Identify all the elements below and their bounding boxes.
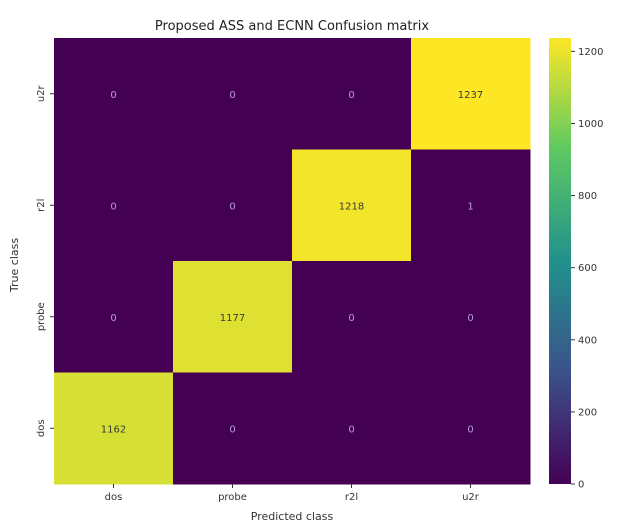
y-tick-label: dos [36,419,47,437]
heatmap-cell [411,372,531,485]
cell-value-label: 0 [348,424,354,435]
cell-value-label: 0 [229,90,235,101]
heatmap-cell [173,261,293,373]
cell-value-label: 0 [229,201,235,212]
heatmap-cell [292,372,412,485]
colorbar [549,38,571,484]
cell-value-label: 0 [110,201,116,212]
x-tick-label: probe [218,492,247,503]
x-tick-label: dos [105,492,123,503]
colorbar-tick-label: 0 [578,480,584,491]
chart-title: Proposed ASS and ECNN Confusion matrix [155,19,429,34]
x-tick-label: u2r [462,492,480,503]
heatmap-cell [173,38,293,150]
y-tick-label: probe [36,302,47,331]
heatmap-cell [292,149,412,262]
cell-value-label: 0 [110,313,116,324]
colorbar-tick-label: 400 [578,335,597,346]
x-axis-ticks: dos probe r2l u2r [105,484,480,503]
heatmap-cell [411,149,531,262]
cell-value-label: 1 [467,201,473,212]
cell-value-label: 0 [229,424,235,435]
cell-value-label: 0 [348,90,354,101]
heatmap-cell [54,38,174,150]
colorbar-ticks: 0 200 400 600 800 1000 1200 [571,47,603,491]
heatmap-cell [54,372,174,485]
y-axis-ticks: u2r r2l probe dos [36,84,54,437]
colorbar-tick-label: 200 [578,407,597,418]
colorbar-tick-label: 800 [578,191,597,202]
cell-value-label: 0 [467,313,473,324]
cell-value-label: 1177 [220,313,245,324]
heatmap-cell [411,38,531,150]
colorbar-tick-label: 1000 [578,119,603,130]
cell-value-label: 0 [348,313,354,324]
heatmap-cell [292,261,412,373]
heatmap-cell [54,149,174,262]
y-tick-label: u2r [36,84,47,102]
heatmap-cell [173,372,293,485]
x-axis-label: Predicted class [251,510,334,523]
y-axis-label: True class [8,238,21,293]
heatmap-cell [173,149,293,262]
heatmap-cell [411,261,531,373]
cell-value-label: 1237 [458,90,483,101]
colorbar-tick-label: 1200 [578,47,603,58]
cell-value-label: 1162 [101,424,126,435]
heatmap-cells: 0 0 0 1237 0 0 1218 1 0 1177 0 0 1162 0 0 0 [54,38,531,485]
cell-value-label: 0 [467,424,473,435]
cell-value-label: 0 [110,90,116,101]
y-tick-label: r2l [36,199,47,212]
heatmap-cell [54,261,174,373]
x-tick-label: r2l [345,492,358,503]
cell-value-label: 1218 [339,201,364,212]
colorbar-tick-label: 600 [578,263,597,274]
heatmap-cell [292,38,412,150]
